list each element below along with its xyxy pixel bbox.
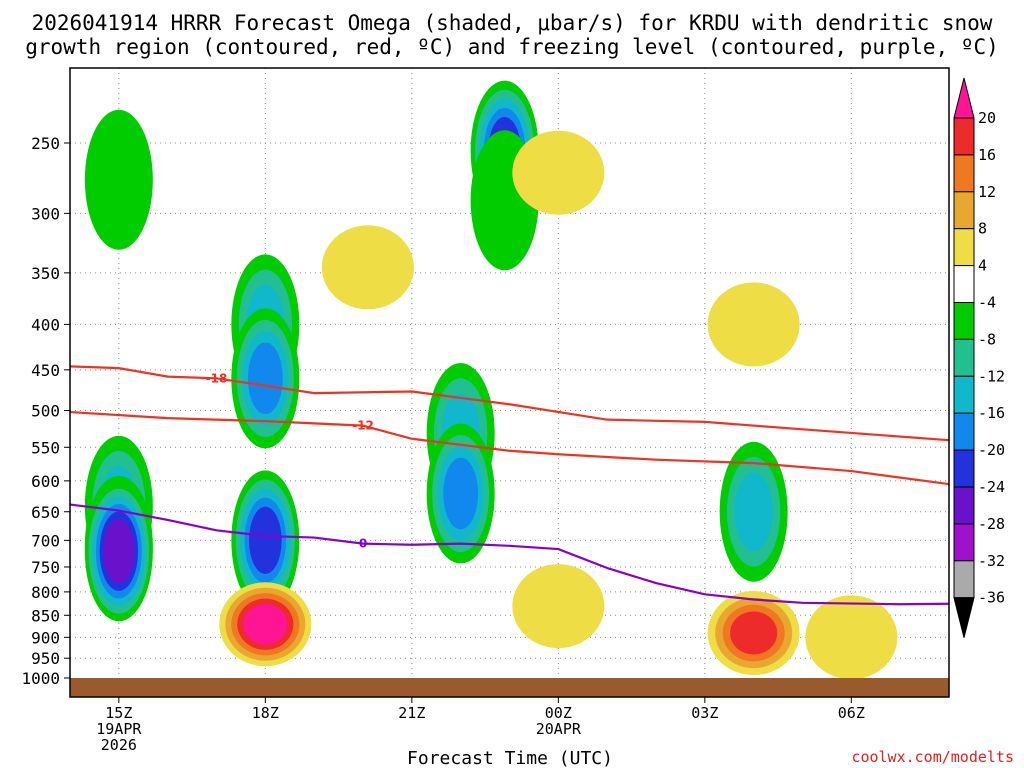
chart-title-line-1: 2026041914 HRRR Forecast Omega (shaded, … <box>32 11 993 35</box>
colorbar-bin <box>953 412 975 451</box>
colorbar-label: -24 <box>978 478 1005 496</box>
x-tick-label: 21Z <box>398 704 425 722</box>
colorbar-bin <box>953 117 975 156</box>
y-tick-label: 900 <box>31 628 60 647</box>
y-tick-label: 300 <box>31 204 60 223</box>
colorbar-top-arrow <box>953 77 975 119</box>
temperature-contours: -18 -12 0 <box>70 365 949 606</box>
omega-cell <box>512 130 605 215</box>
colorbar-bin <box>953 338 975 377</box>
omega-cell <box>84 109 153 250</box>
x-tick-label: 00Z <box>545 704 572 722</box>
omega-cell <box>443 457 479 530</box>
ground-surface <box>70 678 949 697</box>
x-tick-label: 18Z <box>252 704 279 722</box>
x-tick-label: 20APR <box>536 720 582 738</box>
colorbar-label: -36 <box>978 589 1005 607</box>
omega-cell <box>734 472 773 552</box>
contour-label: -12 <box>352 419 374 433</box>
y-tick-label: 750 <box>31 558 60 577</box>
colorbar-label: -28 <box>978 515 1005 533</box>
y-tick-label: 950 <box>31 649 60 668</box>
contour-line <box>70 410 949 486</box>
colorbar-bin <box>953 560 975 599</box>
chart-title-line-2: growth region (contoured, red, ºC) and f… <box>25 35 999 59</box>
omega-cell <box>103 519 135 584</box>
x-tick-label: 15Z <box>105 704 132 722</box>
y-axis: 250 300 350 400 450 500 550 600 650 700 750 800 850 9… <box>21 134 70 688</box>
y-tick-label: 500 <box>31 402 60 421</box>
colorbar-bin <box>953 154 975 193</box>
y-tick-label: 850 <box>31 606 60 625</box>
plot-frame <box>69 67 950 698</box>
y-tick-label: 350 <box>31 264 60 283</box>
colorbar-bin <box>953 523 975 562</box>
colorbar-label: 4 <box>978 257 987 275</box>
colorbar-bin <box>953 486 975 525</box>
y-tick-label: 250 <box>31 134 60 153</box>
colorbar-label: 16 <box>978 146 996 164</box>
omega-cell <box>247 342 283 415</box>
colorbar-bin <box>953 228 975 267</box>
colorbar-bin <box>953 375 975 414</box>
contour-label: 0 <box>359 537 367 551</box>
colorbar-label: 20 <box>978 109 996 127</box>
omega-cell <box>805 595 898 680</box>
y-tick-label: 450 <box>31 361 60 380</box>
omega-shaded-field <box>84 80 898 680</box>
y-tick-label: 400 <box>31 315 60 334</box>
omega-cell <box>730 611 778 655</box>
omega-cell <box>249 506 282 574</box>
colorbar-label: -8 <box>978 330 996 348</box>
y-tick-label: 800 <box>31 583 60 602</box>
contour-line <box>70 365 949 442</box>
colorbar-label: -12 <box>978 367 1005 385</box>
colorbar-bottom-arrow <box>953 597 975 638</box>
x-tick-label: 2026 <box>101 736 137 754</box>
contour-line <box>70 503 949 606</box>
y-tick-label: 600 <box>31 472 60 491</box>
y-tick-label: 650 <box>31 503 60 522</box>
colorbar-label: -4 <box>978 294 996 312</box>
colorbar: 20 16 12 8 4 -4 -8 -12 -16 -20 -24 -28 -32 -36 <box>953 77 1005 638</box>
x-tick-label: 03Z <box>691 704 718 722</box>
colorbar-label: -16 <box>978 404 1005 422</box>
y-tick-label: 700 <box>31 531 60 550</box>
y-tick-label: 550 <box>31 438 60 457</box>
x-axis-title: Forecast Time (UTC) <box>407 748 613 768</box>
colorbar-bin <box>953 191 975 230</box>
omega-cell <box>512 564 605 649</box>
x-tick-label: 06Z <box>838 704 865 722</box>
credit-text: coolwx.com/modelts <box>851 748 1014 766</box>
x-tick-label: 19APR <box>96 720 142 738</box>
colorbar-bin <box>953 449 975 488</box>
colorbar-label: 12 <box>978 183 996 201</box>
colorbar-label: 8 <box>978 220 987 238</box>
omega-cell <box>707 282 800 367</box>
omega-cell <box>321 225 414 310</box>
omega-cell <box>243 604 288 645</box>
colorbar-bin <box>953 302 975 340</box>
colorbar-label: -32 <box>978 552 1005 570</box>
colorbar-label: -20 <box>978 441 1005 459</box>
contour-label: -18 <box>206 371 228 385</box>
colorbar-bin <box>953 265 975 304</box>
y-tick-label: 1000 <box>21 669 60 688</box>
